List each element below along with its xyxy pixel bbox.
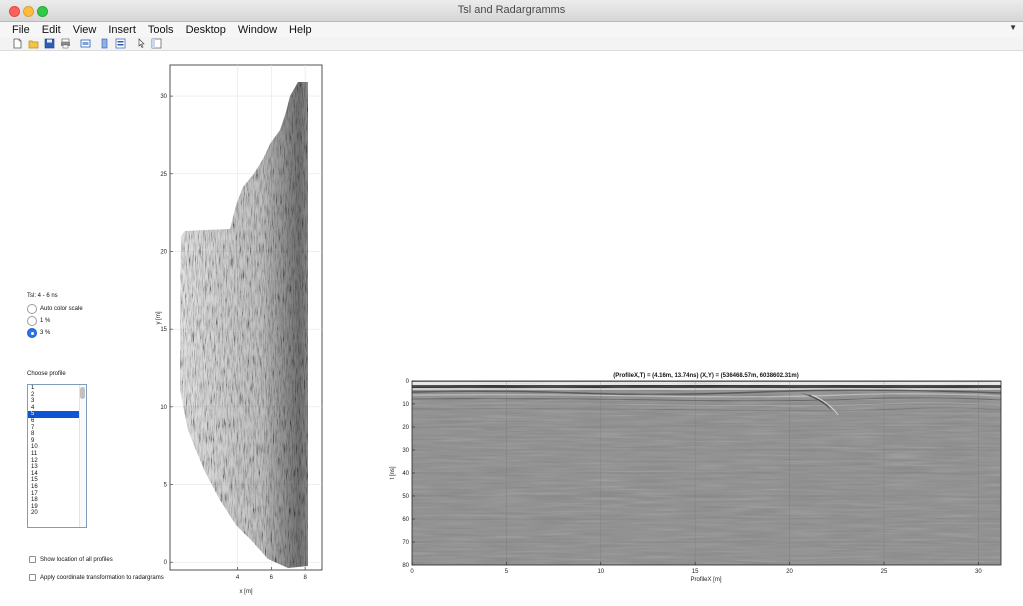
map-x-tick-label: 8 bbox=[303, 575, 307, 581]
tsl-map-plot[interactable]: 0 5 10 15 20 25 30 4 6 8 y [m] x [m] bbox=[140, 56, 340, 601]
radio-auto-color-scale[interactable] bbox=[27, 304, 37, 314]
menubar-overflow-icon[interactable]: ▼ bbox=[1009, 23, 1017, 32]
window-titlebar: Tsl and Radargramms bbox=[0, 0, 1023, 22]
profile-list-item[interactable]: 11 bbox=[31, 450, 38, 457]
menu-insert[interactable]: Insert bbox=[108, 23, 136, 36]
profile-list-item[interactable]: 13 bbox=[31, 464, 38, 471]
radargram-y-tick-label: 20 bbox=[402, 425, 409, 431]
map-y-tick-label: 10 bbox=[160, 405, 167, 411]
show-all-profiles-label: Show location of all profiles bbox=[40, 557, 113, 563]
menu-bar: File Edit View Insert Tools Desktop Wind… bbox=[0, 22, 1023, 37]
legend-icon[interactable] bbox=[115, 38, 126, 49]
profile-list-scrollbar[interactable] bbox=[79, 385, 86, 527]
profile-list-item[interactable]: 7 bbox=[31, 424, 35, 431]
profile-list-item[interactable]: 12 bbox=[31, 457, 38, 464]
radargram-plot[interactable]: (ProfileX,T) = (4.16m, 13.74ns) (X,Y) = … bbox=[380, 365, 1010, 590]
print-icon[interactable] bbox=[60, 38, 71, 49]
radargram-x-tick-label: 5 bbox=[505, 569, 509, 575]
map-y-tick-label: 25 bbox=[160, 172, 167, 178]
tsl-heading: Tsl: 4 - 6 ns bbox=[27, 293, 58, 299]
radio-3-percent[interactable] bbox=[27, 328, 37, 338]
menu-file[interactable]: File bbox=[12, 23, 30, 36]
pointer-icon[interactable] bbox=[136, 38, 147, 49]
zoom-window-button[interactable] bbox=[37, 6, 48, 17]
radargram-y-label: t [ns] bbox=[390, 466, 396, 479]
map-y-tick-label: 15 bbox=[160, 327, 167, 333]
radargram-y-tick-label: 70 bbox=[402, 540, 409, 546]
profile-list-item[interactable]: 2 bbox=[31, 391, 35, 398]
menu-view[interactable]: View bbox=[72, 23, 97, 36]
profile-list-item[interactable]: 19 bbox=[31, 503, 38, 510]
radargram-y-tick-label: 30 bbox=[402, 448, 409, 454]
open-folder-icon[interactable] bbox=[28, 38, 39, 49]
show-all-profiles-checkbox[interactable] bbox=[29, 556, 36, 563]
profile-list-item[interactable]: 4 bbox=[31, 404, 35, 411]
radio-1-percent[interactable] bbox=[27, 316, 37, 326]
coordinate-transform-label: Apply coordinate transformation to radar… bbox=[40, 575, 164, 581]
radargram-y-tick-label: 10 bbox=[402, 402, 409, 408]
radio-3-percent-label: 3 % bbox=[40, 330, 51, 336]
radargram-y-tick-label: 50 bbox=[402, 494, 409, 500]
profile-list-item[interactable]: 17 bbox=[31, 490, 38, 497]
map-y-tick-label: 5 bbox=[164, 483, 168, 489]
coordinate-transform-checkbox[interactable] bbox=[29, 574, 36, 581]
minimize-window-button[interactable] bbox=[23, 6, 34, 17]
close-window-button[interactable] bbox=[9, 6, 20, 17]
profile-listbox[interactable]: 1 2 3 4 5 6 7 8 9 10 11 12 13 14 15 16 17 18 19 20 bbox=[27, 384, 87, 528]
choose-profile-heading: Choose profile bbox=[27, 371, 66, 377]
radargram-x-axis: 0 5 10 15 20 25 30 bbox=[410, 562, 982, 575]
radargram-y-tick-label: 80 bbox=[402, 563, 409, 569]
radargram-x-tick-label: 10 bbox=[597, 569, 604, 575]
map-x-label: x [m] bbox=[240, 589, 253, 595]
profile-list-item[interactable]: 16 bbox=[31, 483, 38, 490]
profile-list-item[interactable]: 6 bbox=[31, 417, 35, 424]
map-x-tick-label: 6 bbox=[270, 575, 274, 581]
map-y-label: y [m] bbox=[156, 311, 162, 324]
map-y-tick-label: 20 bbox=[160, 249, 167, 255]
radargram-y-tick-label: 60 bbox=[402, 517, 409, 523]
profile-list-item[interactable]: 8 bbox=[31, 431, 35, 438]
radio-auto-color-scale-label: Auto color scale bbox=[40, 306, 83, 312]
profile-list-item[interactable]: 20 bbox=[31, 510, 38, 517]
profile-list-item[interactable]: 1 bbox=[31, 385, 35, 391]
figure-toolbar bbox=[0, 37, 1023, 51]
profile-list-item[interactable]: 3 bbox=[31, 398, 35, 405]
radargram-y-tick-label: 0 bbox=[406, 379, 410, 385]
profile-list-item[interactable]: 15 bbox=[31, 477, 38, 484]
property-editor-icon[interactable] bbox=[151, 38, 162, 49]
map-y-tick-label: 30 bbox=[160, 94, 167, 100]
menu-edit[interactable]: Edit bbox=[41, 23, 61, 36]
radargram-title: (ProfileX,T) = (4.16m, 13.74ns) (X,Y) = … bbox=[613, 373, 798, 379]
map-y-axis: 0 5 10 15 20 25 30 bbox=[160, 94, 173, 566]
radargram-x-tick-label: 0 bbox=[410, 569, 414, 575]
profile-list-item[interactable]: 5 bbox=[28, 411, 86, 418]
profile-list-item[interactable]: 14 bbox=[31, 470, 38, 477]
radargram-x-tick-label: 30 bbox=[975, 569, 982, 575]
profile-list-item[interactable]: 18 bbox=[31, 497, 38, 504]
radargram-x-tick-label: 20 bbox=[786, 569, 793, 575]
radargram-y-tick-label: 40 bbox=[402, 471, 409, 477]
new-file-icon[interactable] bbox=[12, 38, 23, 49]
window-title: Tsl and Radargramms bbox=[457, 4, 566, 16]
radargram-x-label: ProfileX [m] bbox=[690, 577, 721, 583]
radargram-x-tick-label: 25 bbox=[881, 569, 888, 575]
menu-desktop[interactable]: Desktop bbox=[185, 23, 226, 36]
radargram-grid bbox=[411, 380, 1001, 566]
radargram-x-tick-label: 15 bbox=[692, 569, 699, 575]
print-preview-icon[interactable] bbox=[80, 38, 91, 49]
radio-1-percent-label: 1 % bbox=[40, 318, 51, 324]
radargram-y-axis: 0 10 20 30 40 50 60 70 80 bbox=[402, 379, 415, 569]
menu-window[interactable]: Window bbox=[237, 23, 278, 36]
map-x-tick-label: 4 bbox=[236, 575, 240, 581]
profile-list-item[interactable]: 10 bbox=[31, 444, 38, 451]
map-y-tick-label: 0 bbox=[164, 560, 168, 566]
menu-help[interactable]: Help bbox=[289, 23, 312, 36]
save-icon[interactable] bbox=[44, 38, 55, 49]
map-x-axis: 4 6 8 bbox=[236, 567, 307, 581]
profile-list-scroll-thumb[interactable] bbox=[80, 387, 85, 399]
menu-tools[interactable]: Tools bbox=[147, 23, 174, 36]
colorbar-icon[interactable] bbox=[100, 38, 111, 49]
profile-list-item[interactable]: 9 bbox=[31, 437, 35, 444]
